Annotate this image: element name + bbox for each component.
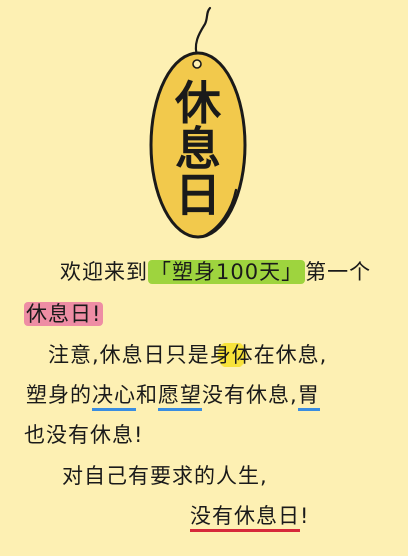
message-line-6: 对自己有要求的人生, [62,464,268,488]
message-line-5: 也没有休息! [24,423,144,447]
message-line-7: 没有休息日! [190,504,310,532]
determination-underlined: 决心 [92,383,136,411]
stomach-underlined: 胃 [297,383,320,411]
tag-body [149,51,247,239]
tag-string [194,6,212,60]
exclamation: ! [300,504,310,528]
tag-char-2: 息 [175,122,221,176]
no-rest-day-underlined: 没有休息日 [190,504,300,532]
message-line-4: 塑身的决心和愿望没有休息,胃 [26,383,320,411]
and-text: 和 [136,383,158,407]
tag-shadow-stroke [202,188,238,238]
shaping-text: 塑身的 [26,383,92,407]
message-line-1: 欢迎来到「塑身100天」第一个 [60,260,372,284]
message-line-3: 注意,休息日只是身体在休息, [48,343,328,367]
program-name-highlight: 「塑身100天」 [148,260,306,284]
welcome-text: 欢迎来到 [60,260,148,284]
note-text: 注意,休息日只是 [48,343,210,367]
tag-char-3: 日 [175,168,221,222]
body-highlight: 身体 [209,343,254,367]
message-line-2: 休息日! [24,302,104,326]
tag-hole [192,59,202,69]
resting-text: 在休息, [253,343,328,367]
tag-char-1: 休 [175,76,221,130]
desire-underlined: 愿望 [158,383,202,411]
no-rest-text: 没有休息, [202,383,298,407]
rest-day-highlight: 休息日! [24,302,104,326]
first-text: 第一个 [305,260,372,284]
